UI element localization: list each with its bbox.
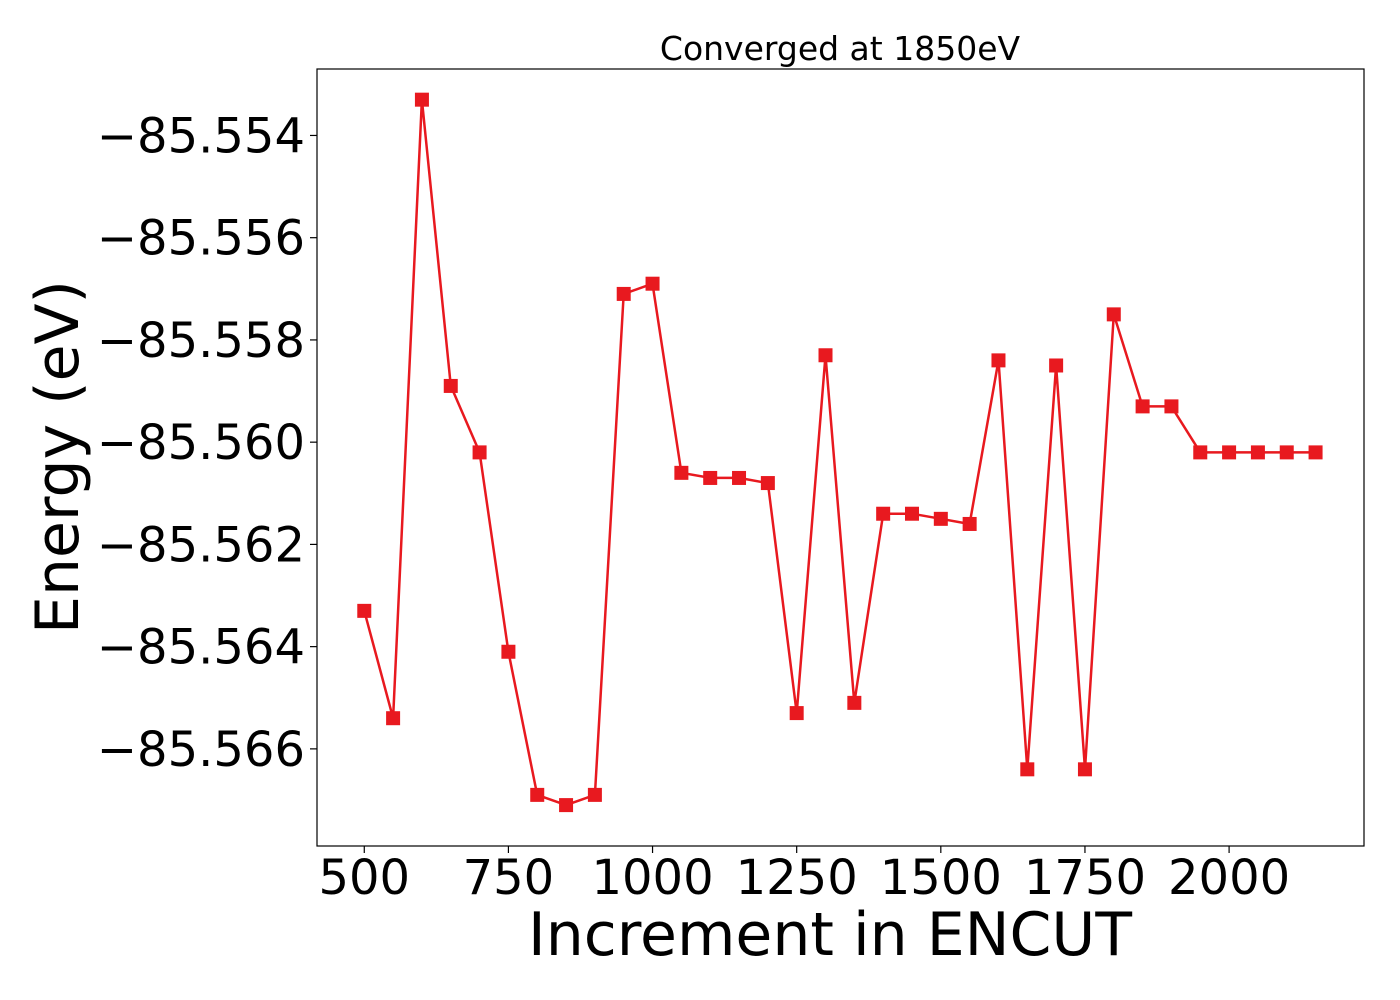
data-point-marker [472,445,487,460]
x-tick-label: 500 [318,850,410,906]
data-point-marker [1049,358,1064,373]
data-point-marker [933,511,948,526]
data-point-marker [1164,399,1179,414]
y-axis-label: Energy (eV) [23,280,93,634]
y-tick-label: −85.558 [97,313,305,369]
data-point-marker [645,276,660,291]
data-point-marker [674,465,689,480]
x-axis: 500 750 1000 1250 1500 1750 2000 [318,846,1290,906]
data-point-marker [1308,445,1323,460]
series-line [363,98,1316,807]
y-tick-label: −85.556 [97,211,305,267]
y-tick-label: −85.566 [97,722,305,778]
data-point-marker [616,286,631,301]
x-tick-label: 1000 [591,850,713,906]
data-point-marker [559,798,574,813]
data-point-marker [847,695,862,710]
y-tick-label: −85.564 [97,620,305,676]
data-point-marker [991,353,1006,368]
y-tick-label: −85.562 [97,517,305,573]
data-point-marker [732,470,747,485]
data-point-marker [443,378,458,393]
data-point-marker [1106,307,1121,322]
x-tick-label: 1250 [736,850,858,906]
data-point-marker [904,506,919,521]
data-point-marker [414,92,429,107]
plot-frame [316,68,1365,847]
data-point-marker [1135,399,1150,414]
data-point-marker [501,644,516,659]
x-tick-label: 2000 [1168,850,1290,906]
data-point-marker [1250,445,1265,460]
data-point-marker [386,711,401,726]
data-point-marker [1279,445,1294,460]
data-point-marker [1193,445,1208,460]
data-point-marker [357,603,372,618]
series-layer [357,92,1323,813]
data-point-marker [530,787,545,802]
x-tick-label: 1750 [1024,850,1146,906]
data-point-marker [760,476,775,491]
y-axis: −85.554 −85.556 −85.558 −85.560 −85.562 −85.5… [97,108,317,778]
data-point-marker [1077,762,1092,777]
x-tick-label: 1500 [880,850,1002,906]
data-point-marker [818,348,833,363]
data-point-marker [789,706,804,721]
data-point-marker [876,506,891,521]
y-tick-label: −85.560 [97,415,305,471]
x-axis-label: Increment in ENCUT [528,900,1132,970]
data-point-marker [962,516,977,531]
chart-title: Converged at 1850eV [660,29,1021,68]
data-point-marker [587,787,602,802]
x-tick-label: 750 [463,850,555,906]
data-point-marker [1222,445,1237,460]
data-point-marker [703,470,718,485]
y-tick-label: −85.554 [97,108,305,164]
data-point-marker [1020,762,1035,777]
